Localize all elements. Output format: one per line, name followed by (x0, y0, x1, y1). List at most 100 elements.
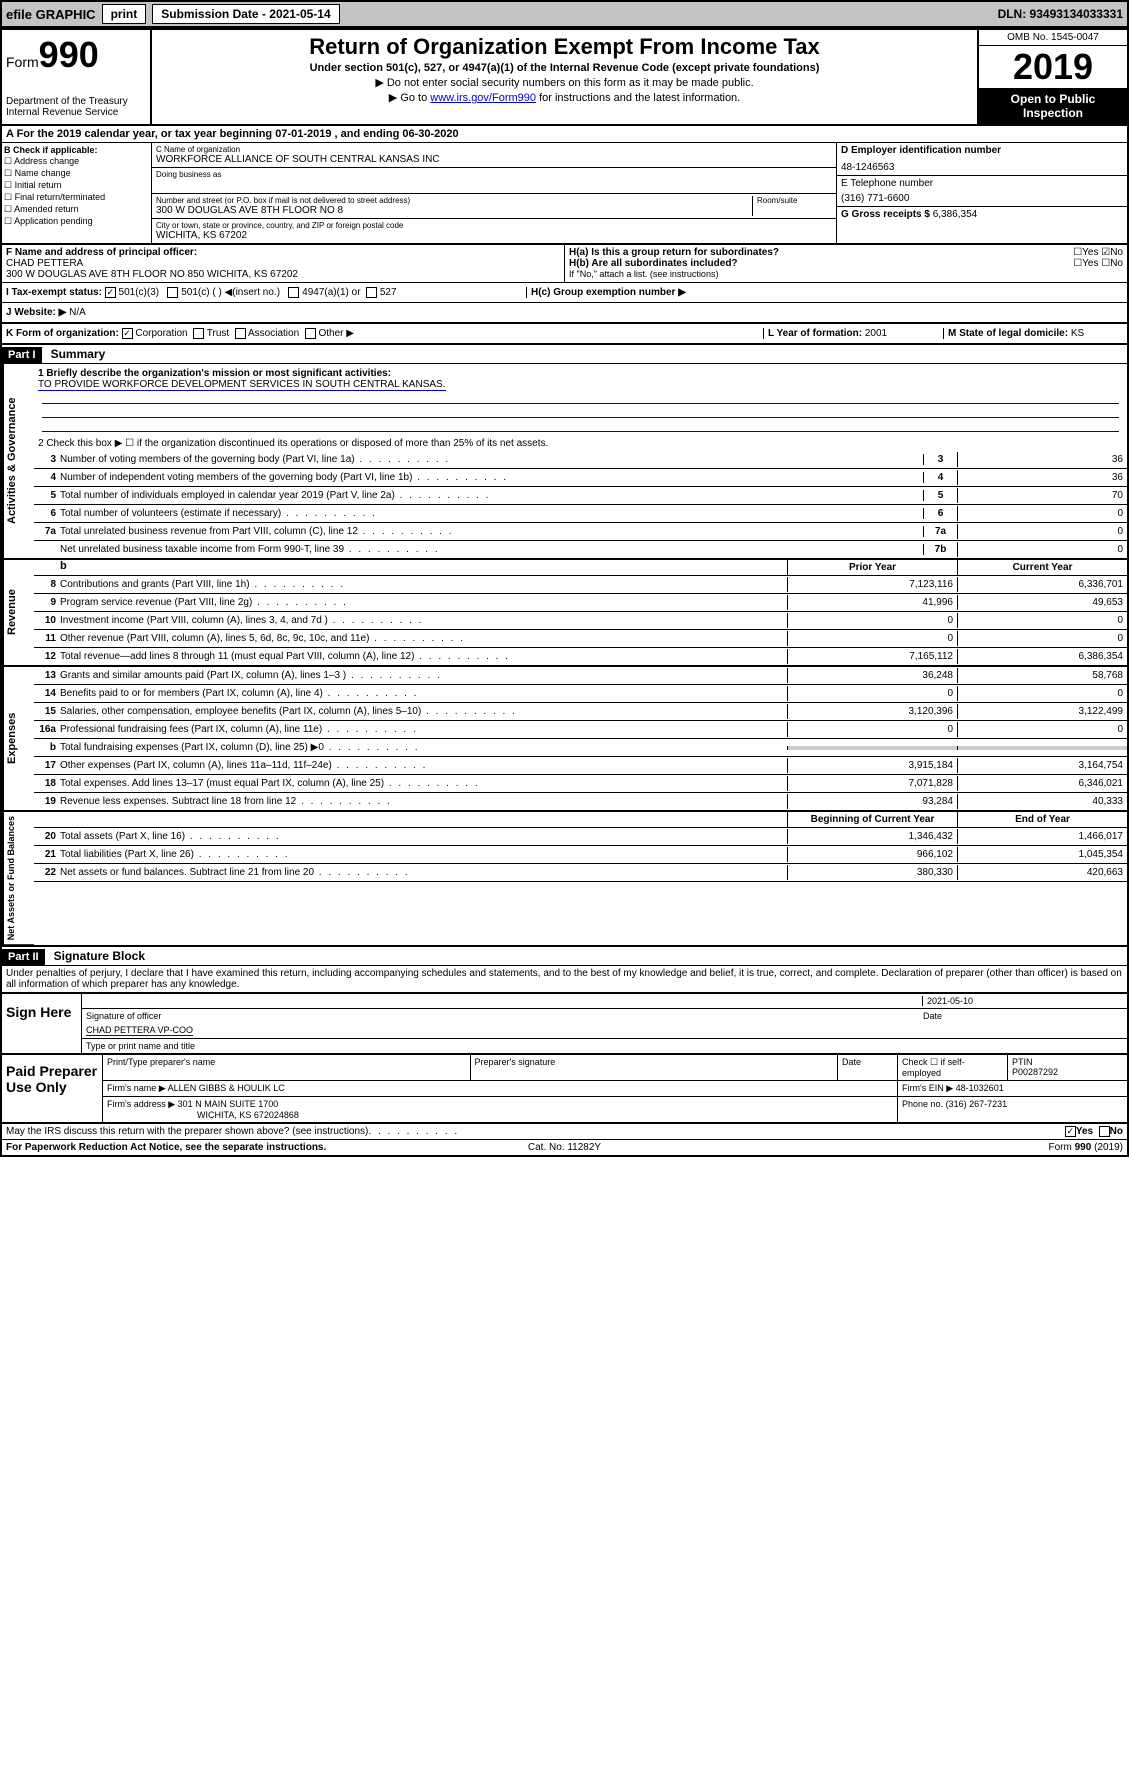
form-year-block: OMB No. 1545-0047 2019 Open to Public In… (977, 30, 1127, 124)
gross-label: G Gross receipts $ (841, 209, 930, 220)
form-note2: ▶ Go to www.irs.gov/Form990 for instruct… (156, 91, 973, 104)
chk-name-change[interactable]: ☐ Name change (4, 168, 149, 179)
table-row: 12 Total revenue—add lines 8 through 11 … (34, 648, 1127, 666)
city-label: City or town, state or province, country… (156, 221, 832, 230)
irs-link[interactable]: www.irs.gov/Form990 (430, 92, 536, 104)
domicile-label: M State of legal domicile: (948, 328, 1068, 339)
k-label: K Form of organization: (6, 328, 119, 339)
dept-label: Department of the Treasury Internal Reve… (6, 96, 146, 118)
table-row: Net unrelated business taxable income fr… (34, 541, 1127, 559)
chk-amended[interactable]: ☐ Amended return (4, 204, 149, 215)
room-label: Room/suite (757, 196, 832, 205)
table-row: 16a Professional fundraising fees (Part … (34, 721, 1127, 739)
firm-phone-label: Phone no. (902, 1099, 943, 1109)
ptin-value: P00287292 (1012, 1067, 1058, 1077)
part1-header: Part I (2, 347, 42, 363)
sig-date: 2021-05-10 (923, 996, 1123, 1006)
prior-year-header: Prior Year (787, 560, 957, 575)
part1-title: Summary (45, 345, 112, 363)
chk-initial-return[interactable]: ☐ Initial return (4, 180, 149, 191)
chk-4947[interactable] (288, 287, 299, 298)
org-address: 300 W DOUGLAS AVE 8TH FLOOR NO 8 (156, 205, 752, 216)
dln: DLN: 93493134033331 (998, 7, 1123, 21)
sign-here-label: Sign Here (2, 994, 82, 1053)
box-b: B Check if applicable: ☐ Address change … (2, 143, 152, 243)
officer-name: CHAD PETTERA (6, 258, 83, 269)
self-employed-check[interactable]: Check ☐ if self-employed (897, 1055, 1007, 1080)
hb-note: If "No," attach a list. (see instruction… (569, 269, 1123, 279)
form-990: Form990 Department of the Treasury Inter… (0, 28, 1129, 1157)
box-k: K Form of organization: Corporation Trus… (2, 324, 1127, 345)
chk-application-pending[interactable]: ☐ Application pending (4, 216, 149, 227)
chk-other[interactable] (305, 328, 316, 339)
current-year-header: Current Year (957, 560, 1127, 575)
form-title-block: Return of Organization Exempt From Incom… (152, 30, 977, 124)
firm-addr: 301 N MAIN SUITE 1700 (178, 1099, 279, 1109)
preparer-name-label: Print/Type preparer's name (102, 1055, 470, 1080)
form-title: Return of Organization Exempt From Incom… (156, 34, 973, 60)
spacer: b (34, 560, 787, 575)
table-row: 8 Contributions and grants (Part VIII, l… (34, 576, 1127, 594)
yof-label: L Year of formation: (768, 328, 862, 339)
chk-address-change[interactable]: ☐ Address change (4, 156, 149, 167)
perjury-declaration: Under penalties of perjury, I declare th… (2, 966, 1127, 992)
table-row: 18 Total expenses. Add lines 13–17 (must… (34, 775, 1127, 793)
table-row: 13 Grants and similar amounts paid (Part… (34, 667, 1127, 685)
officer-label: F Name and address of principal officer: (6, 247, 197, 258)
print-name-label: Type or print name and title (82, 1039, 1127, 1053)
chk-trust[interactable] (193, 328, 204, 339)
tax-period: A For the 2019 calendar year, or tax yea… (2, 126, 1127, 143)
expenses-side-label: Expenses (2, 667, 34, 811)
begin-year-header: Beginning of Current Year (787, 812, 957, 827)
paid-preparer-label: Paid Preparer Use Only (2, 1055, 102, 1122)
omb-number: OMB No. 1545-0047 (979, 30, 1127, 46)
website-label: J Website: ▶ (6, 307, 66, 318)
ein-value: 48-1246563 (841, 162, 1123, 173)
table-row: 21 Total liabilities (Part X, line 26) 9… (34, 846, 1127, 864)
table-row: b Total fundraising expenses (Part IX, c… (34, 739, 1127, 757)
table-row: 19 Revenue less expenses. Subtract line … (34, 793, 1127, 811)
discuss-no[interactable] (1099, 1126, 1110, 1137)
table-row: 15 Salaries, other compensation, employe… (34, 703, 1127, 721)
gross-value: 6,386,354 (933, 209, 978, 220)
revenue-side-label: Revenue (2, 560, 34, 666)
domicile-value: KS (1071, 328, 1084, 339)
table-row: 20 Total assets (Part X, line 16) 1,346,… (34, 828, 1127, 846)
public-inspection-badge: Open to Public Inspection (979, 88, 1127, 124)
hc-label: H(c) Group exemption number ▶ (531, 287, 686, 298)
chk-501c[interactable] (167, 287, 178, 298)
firm-name-label: Firm's name ▶ (107, 1083, 166, 1093)
line1-label: 1 Briefly describe the organization's mi… (38, 368, 391, 379)
chk-501c3[interactable] (105, 287, 116, 298)
part2-title: Signature Block (48, 947, 151, 965)
table-row: 5 Total number of individuals employed i… (34, 487, 1127, 505)
preparer-date-label: Date (837, 1055, 897, 1080)
tel-label: E Telephone number (841, 178, 933, 189)
tel-value: (316) 771-6600 (841, 193, 1123, 204)
part2-header: Part II (2, 949, 45, 965)
firm-phone: (316) 267-7231 (946, 1099, 1008, 1109)
cat-number: Cat. No. 11282Y (378, 1142, 750, 1153)
discuss-yes[interactable] (1065, 1126, 1076, 1137)
box-c: C Name of organizationWORKFORCE ALLIANCE… (152, 143, 837, 243)
chk-corp[interactable] (122, 328, 133, 339)
table-row: 4 Number of independent voting members o… (34, 469, 1127, 487)
yof-value: 2001 (865, 328, 887, 339)
box-d: D Employer identification number 48-12465… (837, 143, 1127, 243)
chk-527[interactable] (366, 287, 377, 298)
table-row: 22 Net assets or fund balances. Subtract… (34, 864, 1127, 882)
chk-assoc[interactable] (235, 328, 246, 339)
efile-label: efile GRAPHIC (6, 7, 96, 22)
print-button[interactable]: print (102, 4, 147, 24)
table-row: 11 Other revenue (Part VIII, column (A),… (34, 630, 1127, 648)
table-row: 14 Benefits paid to or for members (Part… (34, 685, 1127, 703)
end-year-header: End of Year (957, 812, 1127, 827)
website-row: J Website: ▶ N/A (2, 303, 1127, 324)
addr-label: Number and street (or P.O. box if mail i… (156, 196, 752, 205)
officer-signature[interactable] (86, 996, 923, 1006)
form-subtitle: Under section 501(c), 527, or 4947(a)(1)… (156, 62, 973, 74)
chk-final-return[interactable]: ☐ Final return/terminated (4, 192, 149, 203)
ein-label: D Employer identification number (841, 145, 1001, 156)
table-row: 17 Other expenses (Part IX, column (A), … (34, 757, 1127, 775)
org-name-label: C Name of organization (156, 145, 832, 154)
